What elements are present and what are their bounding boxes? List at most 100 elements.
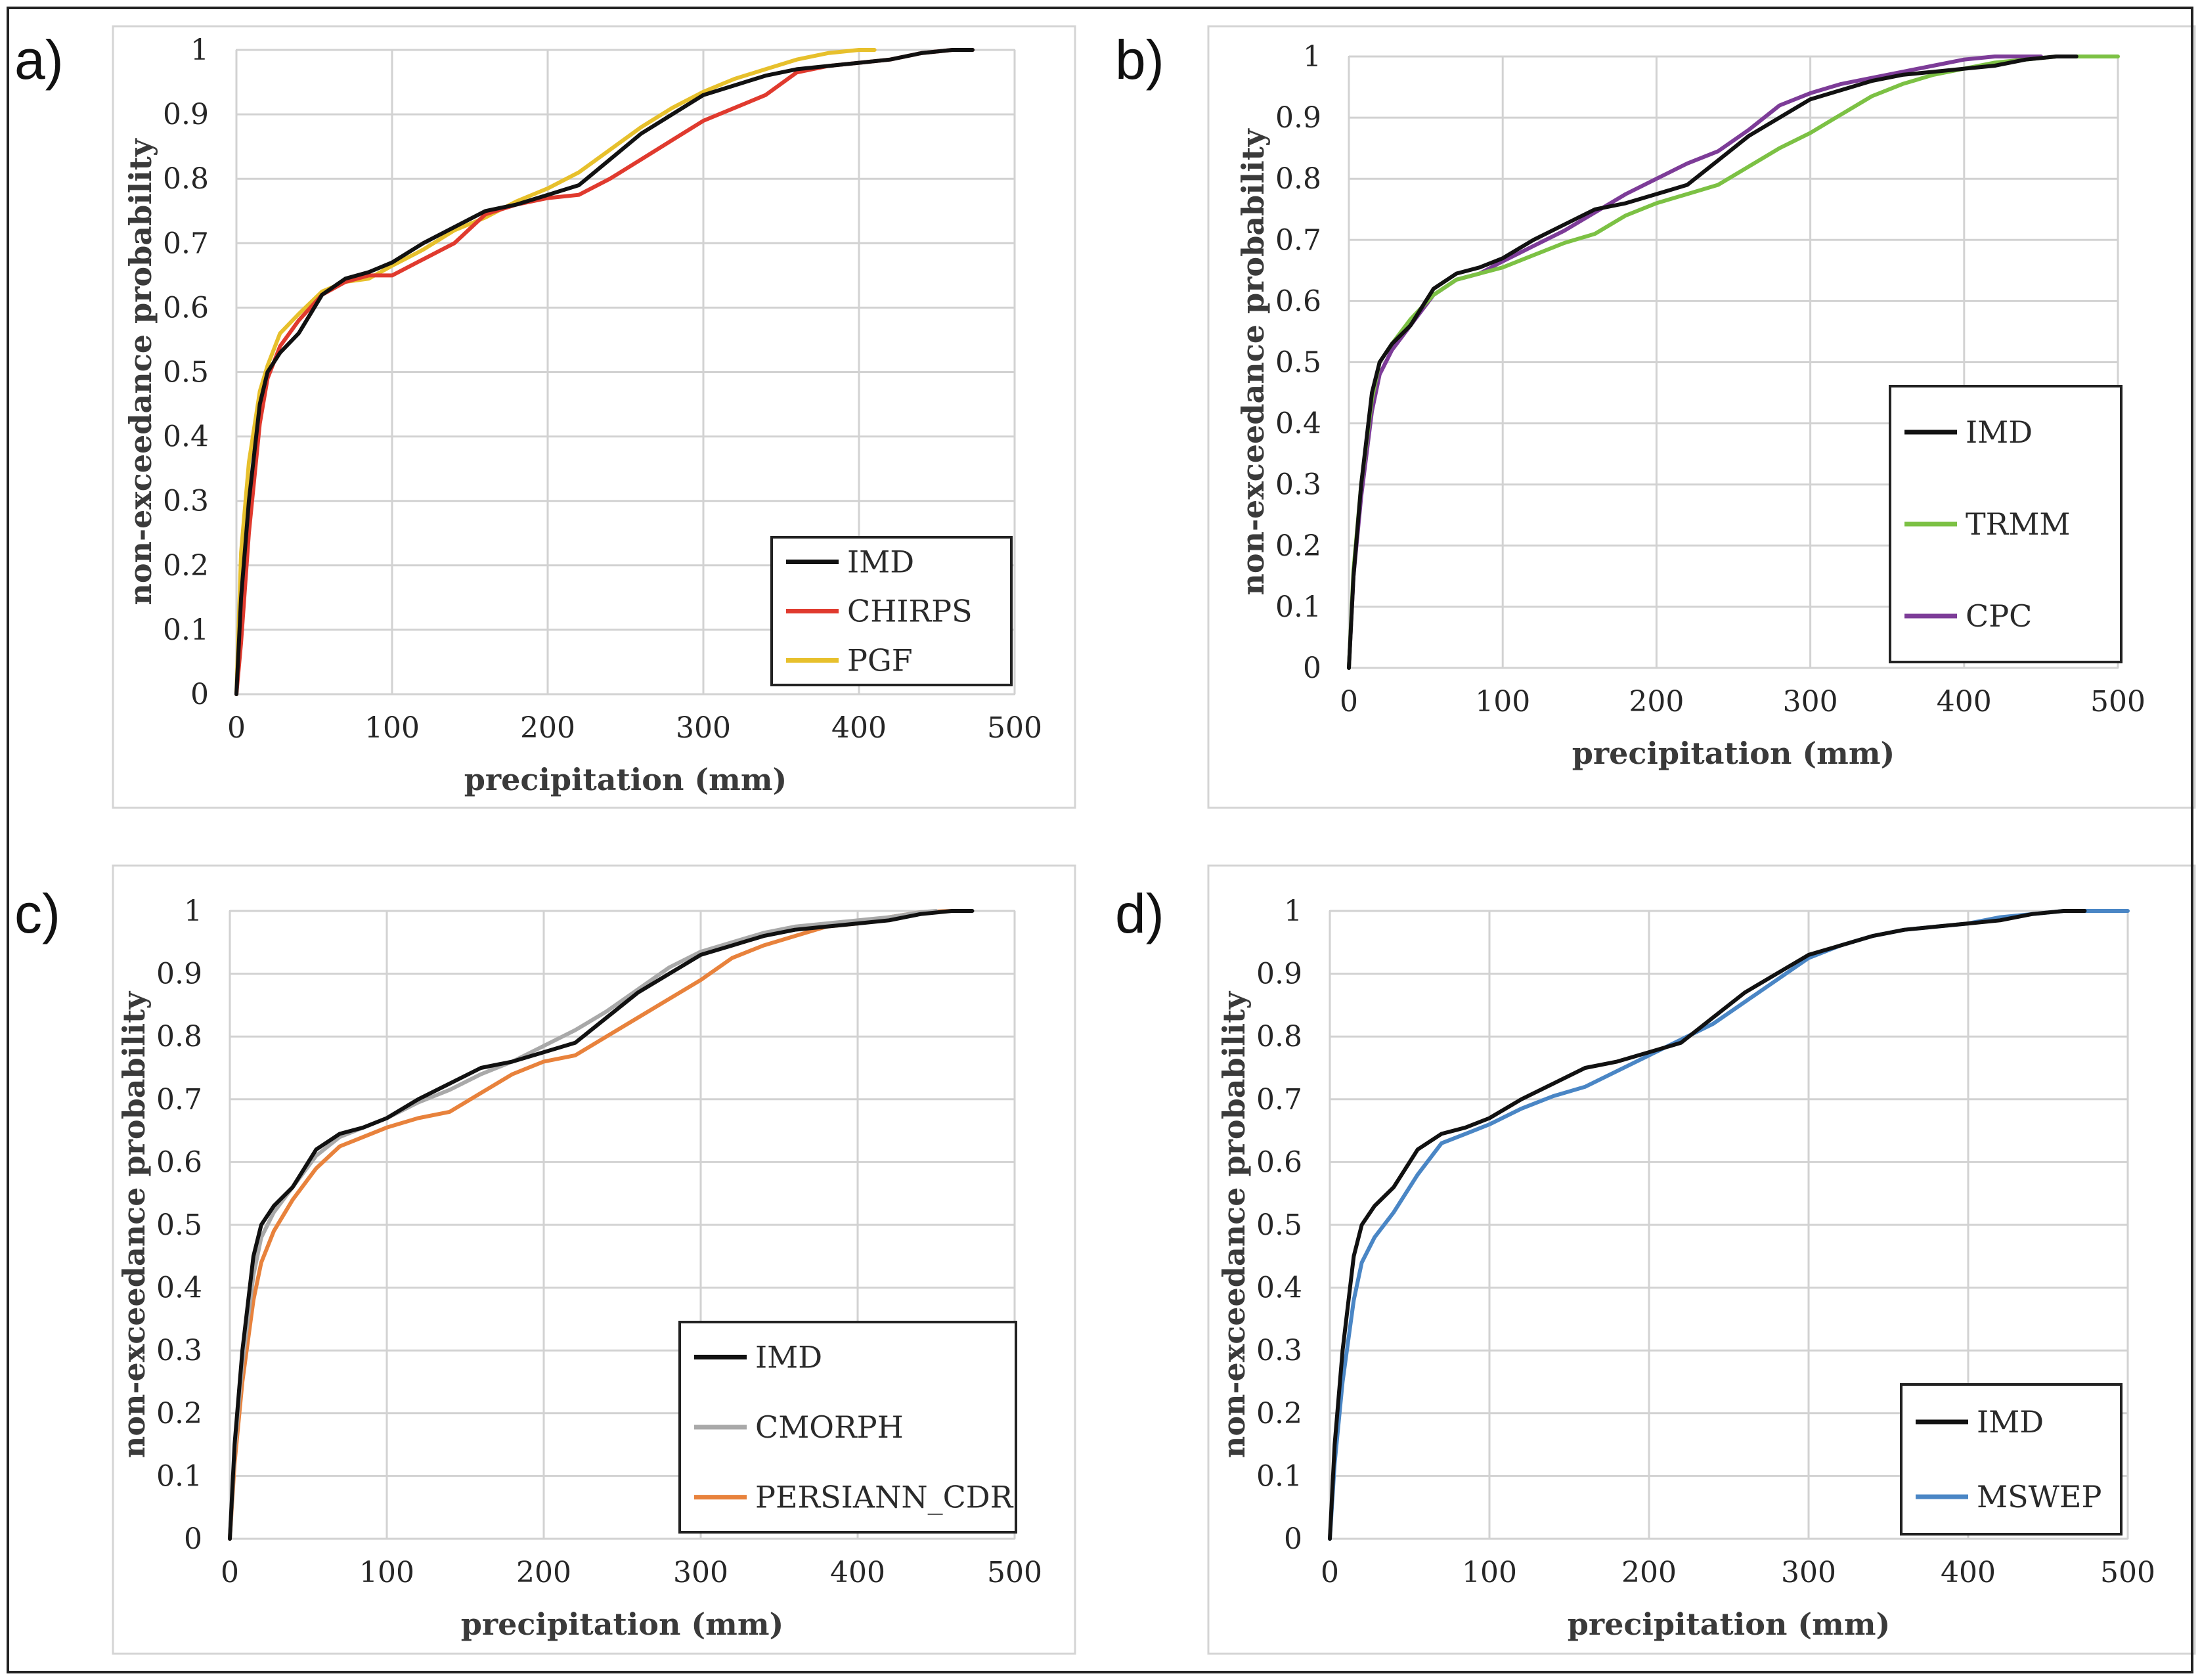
y-tick-label: 0.1 [156,1459,202,1493]
x-tick-label: 100 [1462,1556,1517,1589]
y-tick-label: 0.2 [1256,1397,1302,1430]
legend-label-persiann_cdr: PERSIANN_CDR [755,1480,1014,1515]
x-tick-label: 400 [831,711,887,745]
x-tick-label: 200 [520,711,575,745]
y-tick-label: 0.4 [1256,1271,1302,1305]
y-tick-label: 0.7 [156,1083,202,1116]
legend-label-chirps: CHIRPS [847,594,973,629]
x-tick-label: 400 [1941,1556,1996,1589]
panels: a)0 100 200 300 400 50000.10.20.30.40.50.60.7… [14,25,2196,1655]
x-axis-title: precipitation (mm) [1568,1606,1891,1642]
x-axis-title: precipitation (mm) [464,762,787,797]
series-line-persiann_cdr [228,909,954,1541]
legend: IMD CMORPH PERSIANN_CDR [678,1321,1017,1534]
y-tick-label: 0.8 [156,1020,202,1053]
y-tick-label: 0.1 [163,613,209,647]
legend: IMD MSWEP [1900,1383,2123,1536]
x-tick-label: 300 [673,1556,728,1589]
series-line-pgf [234,48,877,696]
y-axis-title: non-exceedance probability [116,991,152,1458]
y-tick-label: 0.8 [1256,1020,1302,1053]
legend-box [1900,1383,2123,1536]
legend: IMD TRMM CPC [1889,385,2123,663]
x-tick-label: 100 [359,1556,414,1589]
panel-2: c) 0 100 200 300 400 500 0 0.1 0.2 0.3 0.4 0.5 0.6 0.7… [14,864,1076,1655]
y-tick-label: 0.8 [1275,162,1321,196]
y-tick-label: 0.9 [156,958,202,991]
x-tick-label: 400 [830,1556,885,1589]
y-tick-label: 0.5 [1256,1208,1302,1242]
x-tick-label: 0 [221,1556,239,1589]
x-tick-label: 500 [987,1556,1042,1589]
y-tick-label: 0.7 [1275,223,1321,257]
y-tick-label: 0.5 [156,1208,202,1242]
y-tick-label: 0.4 [163,420,209,454]
legend-label-imd: IMD [1966,414,2033,450]
y-tick-label: 0 [1284,1522,1302,1556]
legend-label-pgf: PGF [847,643,913,678]
y-tick-label: 0 [1303,652,1321,685]
x-tick-label: 500 [2090,685,2145,718]
y-tick-label: 0.1 [1256,1459,1302,1493]
x-tick-label: 200 [516,1556,571,1589]
y-tick-label: 0.7 [1256,1083,1302,1116]
y-tick-label: 0.5 [1275,346,1321,380]
panel-label: b) [1115,29,1164,91]
y-tick-label: 0.3 [1256,1334,1302,1367]
x-axis-title: precipitation (mm) [461,1606,784,1642]
y-tick-label: 0.9 [163,98,209,131]
legend-label-mswep: MSWEP [1977,1479,2101,1514]
y-tick-label: 0.2 [156,1397,202,1430]
series-line-imd [1328,909,2087,1541]
x-tick-label: 300 [676,711,731,745]
y-tick-label: 0.6 [163,291,209,324]
x-tick-label: 400 [1937,685,1992,718]
x-axis-title: precipitation (mm) [1572,736,1895,771]
x-tick-label: 200 [1629,685,1684,718]
y-tick-label: 0.2 [1275,529,1321,563]
x-tick-label: 100 [1475,685,1530,718]
legend-label-cmorph: CMORPH [755,1409,904,1445]
y-tick-label: 0.3 [1275,468,1321,502]
x-tick-label: 0 [227,711,246,745]
series-line-imd [234,48,975,696]
y-tick-label: 0.5 [163,356,209,389]
panel-1: b) 0 100 200 300 400 500 0 0.1 0.2 0.3 0.4 0.5 0.6 0.7… [1115,25,2196,809]
legend-label-imd: IMD [847,544,914,580]
legend-label-cpc: CPC [1966,598,2032,634]
x-tick-label: 200 [1621,1556,1677,1589]
x-tick-label: 100 [364,711,420,745]
y-tick-label: 0.6 [156,1145,202,1179]
legend-label-trmm: TRMM [1966,506,2071,542]
x-tick-label: 300 [1783,685,1838,718]
y-tick-label: 0.1 [1275,590,1321,624]
y-tick-label: 0 [184,1522,202,1556]
x-tick-label: 0 [1340,685,1358,718]
x-tick-label: 500 [2100,1556,2155,1589]
y-tick-label: 1 [1284,895,1302,928]
legend-label-imd: IMD [1977,1404,2044,1440]
panel-3: d) 0 100 200 300 400 500 0 0.1 0.2 0.3 0.4 0.5 0.6 0.7… [1115,864,2196,1655]
panel-label: a) [14,29,64,91]
series-line-imd [228,909,975,1541]
y-tick-label: 0.3 [156,1334,202,1367]
legend-label-imd: IMD [755,1339,822,1375]
y-tick-label: 0.4 [1275,407,1321,441]
y-tick-label: 0.8 [163,162,209,196]
series-line-imd [1347,55,2079,670]
figure-outer-border [7,7,2193,1673]
y-tick-label: 0.4 [156,1271,202,1305]
y-tick-label: 1 [190,33,209,67]
y-tick-label: 1 [1303,40,1321,74]
panel-0: a) 0 100 200 300 400 500 0 0.1 0.2 0.3 0.4 0.5 0.6 0.7… [14,25,1076,809]
y-tick-label: 0.2 [163,549,209,583]
y-tick-label: 0.9 [1275,101,1321,135]
panel-label: c) [14,883,60,944]
y-tick-label: 0.3 [163,485,209,518]
x-tick-label: 500 [987,711,1042,745]
x-tick-label: 0 [1321,1556,1339,1589]
y-axis-title: non-exceedance probability [123,138,158,605]
y-tick-label: 0 [190,678,209,711]
legend: IMD CHIRPS PGF [770,536,1013,686]
